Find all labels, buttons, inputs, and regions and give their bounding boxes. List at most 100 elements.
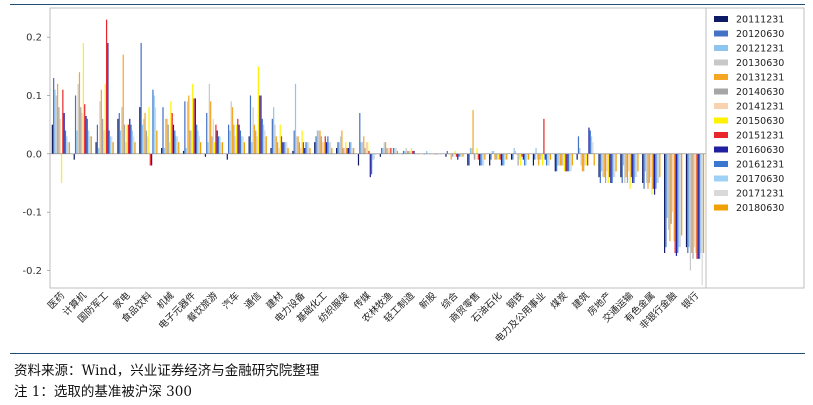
bar-20121231-1 [76,130,78,154]
bar-20180630-23 [571,153,573,166]
legend-swatch [714,190,728,196]
bar-20131231-13 [341,130,343,154]
bar-20140630-18 [451,153,454,157]
bar-20141231-27 [650,153,652,178]
bar-20151231-27 [652,153,654,189]
bar-20171231-26 [636,153,638,178]
bar-20151231-10 [280,136,283,154]
bar-20161231-11 [305,142,307,154]
bar-20150630-2 [104,83,106,154]
bar-20171231-13 [351,148,353,154]
bar-20140630-29 [692,153,694,259]
bar-20111231-14 [357,153,360,166]
legend-swatch [714,175,728,182]
bar-20120630-9 [249,95,252,154]
bar-20130630-10 [274,124,276,154]
bar-20151231-29 [696,153,698,259]
bar-20140630-19 [473,153,475,160]
bar-20151231-11 [302,142,304,154]
bar-20180630-25 [615,153,617,172]
legend-swatch [714,88,728,95]
bar-20171231-22 [548,153,550,166]
bar-20171231-3 [133,136,135,154]
bar-20150630-18 [454,150,456,154]
bar-20180630-21 [528,153,530,160]
bar-20170630-1 [88,130,90,154]
bar-20151231-15 [390,148,392,154]
legend-label: 20161231 [736,160,784,171]
legend-label: 20170630 [736,174,784,185]
legend-label: 20130630 [736,58,784,69]
bar-20160630-16 [413,150,415,154]
bar-20130630-4 [143,118,145,154]
bar-20120630-19 [468,153,470,166]
bar-20171231-5 [176,136,179,154]
bar-20161231-10 [283,142,285,154]
bar-20131231-0 [57,83,59,154]
bar-20151231-14 [368,150,370,154]
bar-20161231-24 [589,130,591,154]
remark-note: 注 1：选取的基准被沪深 300 [14,384,192,400]
bar-20161231-6 [196,124,198,154]
bar-20161231-23 [567,153,570,172]
bar-20180630-24 [593,153,595,166]
bar-20120630-22 [534,153,536,160]
bar-20121231-13 [338,142,340,154]
bar-20131231-5 [166,118,168,154]
legend-swatch [714,59,728,66]
bar-20170630-12 [328,142,330,154]
bar-20130630-21 [514,150,517,154]
bar-20120630-26 [621,153,623,183]
bar-20170630-13 [350,142,352,154]
bar-20131231-29 [691,153,693,253]
bar-20161231-19 [480,153,482,166]
bar-20140630-22 [539,153,541,160]
bar-20111231-19 [467,153,469,166]
bar-group [51,19,705,286]
bar-20150630-23 [563,153,566,172]
bar-20141231-26 [628,153,630,172]
bar-20150630-10 [279,124,281,154]
bar-20111231-21 [510,153,513,160]
y-tick-label: 0.1 [26,91,42,102]
bar-20151231-18 [455,153,458,157]
bar-20111231-4 [139,107,141,154]
bar-20141231-9 [256,136,258,154]
bar-20151231-7 [215,124,217,154]
bar-20140630-27 [648,153,650,183]
bar-20180630-2 [112,142,114,154]
bar-20170630-25 [612,153,615,178]
bar-20141231-24 [584,153,586,166]
bar-20180630-10 [287,148,289,154]
bar-20160630-10 [282,142,284,154]
bar-20171231-20 [504,153,507,160]
bar-20141231-3 [125,142,127,154]
bar-20111231-13 [336,148,338,154]
bar-20180630-3 [134,142,136,154]
bar-20171231-25 [614,153,616,178]
bar-20130630-13 [339,136,342,154]
bar-20140630-1 [80,107,82,154]
bar-20111231-3 [117,118,119,154]
bar-20120630-12 [315,136,317,154]
bar-20130630-1 [77,83,79,154]
bar-20170630-8 [241,136,243,154]
bar-20140630-6 [189,130,191,154]
bar-20130630-22 [536,153,538,160]
legend-swatch [714,161,728,167]
bar-20150630-1 [82,43,85,154]
bar-20171231-14 [373,153,375,160]
bar-20170630-27 [656,153,658,183]
bar-20161231-25 [611,153,613,183]
bar-20180630-20 [506,153,508,160]
bar-20130630-0 [55,95,57,154]
bar-20121231-19 [469,148,472,154]
bar-20161231-9 [261,118,263,154]
bar-20150630-15 [388,148,391,154]
bar-20151231-22 [543,118,545,154]
bar-20160630-28 [675,153,678,256]
legend-label: 20120630 [736,29,784,40]
bar-20121231-2 [98,148,100,154]
top-rule [10,4,805,5]
legend-label: 20151231 [736,131,784,142]
